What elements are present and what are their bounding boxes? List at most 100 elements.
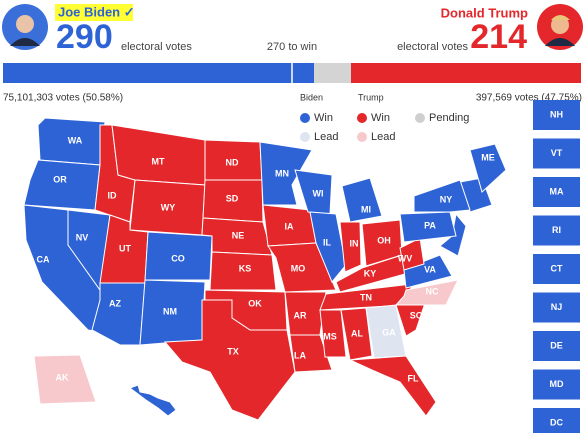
state-label: ID [108, 190, 118, 200]
legend-biden-title: Biden [300, 92, 323, 102]
state-label: WI [313, 188, 324, 198]
state-label: GA [382, 327, 396, 337]
state-shape [309, 211, 347, 283]
map: WA OR CA NV ID MT WY UT AZ CO NM ND SD NE KS OK TX MN IA MO… [23, 117, 507, 421]
state-label: MN [275, 168, 289, 178]
trump-popular: 397,569 votes (47.75%) [476, 93, 582, 104]
biden-photo [2, 4, 48, 50]
state-label: NM [163, 306, 177, 316]
state-label: OH [377, 235, 391, 245]
small-state-label: DC [550, 417, 563, 427]
state-shape [413, 179, 471, 213]
state-shape [399, 211, 457, 243]
state-label: TX [227, 346, 239, 356]
state-label: IN [350, 238, 359, 248]
legend-swatch [300, 132, 310, 142]
state-shape [469, 143, 507, 193]
state-label: MO [291, 263, 306, 273]
state-label: ME [481, 152, 495, 162]
state-label: SD [226, 193, 239, 203]
small-state-label: MA [550, 186, 564, 196]
state-shape [339, 221, 362, 273]
state-shape [163, 299, 296, 421]
state-shape [91, 282, 146, 346]
state-shape [319, 309, 347, 358]
state-shape [341, 177, 383, 223]
trump-photo [537, 4, 583, 50]
legend-label: Lead [314, 131, 338, 143]
legend-label: Win [371, 112, 390, 124]
small-state-box [533, 254, 580, 284]
state-label: MI [361, 204, 371, 214]
state-shape [340, 307, 373, 361]
small-state-label: CT [551, 263, 563, 273]
state-label: OK [248, 298, 262, 308]
state-label: KY [364, 268, 377, 278]
name-highlight [55, 4, 133, 21]
trump-ev: 214 [470, 18, 527, 56]
state-label: CO [171, 253, 185, 263]
small-state-box [533, 369, 580, 400]
small-state-box [533, 138, 580, 169]
legend-swatch [357, 132, 367, 142]
state-shape [144, 231, 213, 281]
small-state-box [533, 408, 580, 433]
legend-swatch [415, 113, 425, 123]
bar-biden [3, 63, 314, 83]
state-label: IA [285, 221, 295, 231]
biden-popular: 75,101,303 votes (50.58%) [3, 93, 123, 104]
biden-name: Joe Biden ✓ [58, 4, 135, 19]
legend-trump-title: Trump [358, 92, 384, 102]
state-label: FL [408, 373, 419, 383]
state-label: IL [323, 237, 332, 247]
state-label: AR [294, 310, 307, 320]
state-label: LA [294, 350, 306, 360]
biden-ev: 290 [56, 18, 113, 56]
biden-ev-label: electoral votes [121, 41, 192, 53]
state-label: HI [144, 403, 153, 413]
state-shape [394, 279, 459, 306]
legend-swatch [357, 113, 367, 123]
state-shape [111, 124, 206, 186]
state-label: MS [323, 331, 337, 341]
state-shape [349, 355, 437, 417]
state-shape [209, 251, 277, 291]
small-state-label: NH [550, 109, 563, 119]
state-label: AZ [109, 298, 121, 308]
state-label: WY [161, 202, 176, 212]
state-label: NY [440, 194, 453, 204]
legend-label: Lead [371, 131, 395, 143]
state-label: VA [424, 264, 436, 274]
state-label: NC [426, 286, 439, 296]
small-state-label: NJ [551, 302, 563, 312]
small-state-label: MD [550, 379, 564, 389]
state-label: NV [76, 232, 89, 242]
legend-swatch [300, 113, 310, 123]
state-label: UT [119, 243, 131, 253]
state-shape [33, 354, 97, 405]
state-label: WA [68, 135, 83, 145]
small-state-box [533, 177, 580, 207]
state-label: ND [226, 157, 239, 167]
state-shape [289, 334, 333, 373]
state-label: SC [410, 310, 423, 320]
state-label: TN [360, 292, 372, 302]
small-state-label: RI [552, 225, 561, 235]
trump-name: Donald Trump [441, 5, 528, 20]
trump-ev-label: electoral votes [397, 41, 468, 53]
small-state-box [533, 292, 580, 323]
small-state-box [533, 331, 580, 361]
small-state-box [533, 215, 580, 246]
state-label: OR [53, 174, 67, 184]
state-label: WV [398, 253, 413, 263]
legend-label: Pending [429, 112, 469, 124]
state-shape [259, 141, 313, 206]
state-label: AL [351, 328, 363, 338]
small-state-label: DE [550, 340, 563, 350]
state-label: NE [232, 230, 245, 240]
state-label: PA [424, 220, 436, 230]
state-label: KS [239, 263, 252, 273]
state-label: AK [56, 372, 69, 382]
